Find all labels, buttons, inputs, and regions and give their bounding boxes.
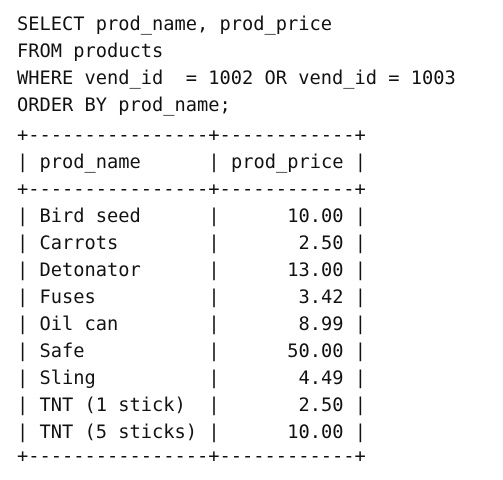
header-price: prod_price: [230, 152, 344, 173]
column-separator: |: [208, 260, 220, 281]
column-separator: |: [354, 260, 367, 281]
table-border: +----------------+------------+: [17, 179, 366, 200]
row-price: 50.00: [287, 341, 344, 362]
row-price: 4.49: [298, 368, 344, 389]
column-separator: |: [208, 368, 220, 389]
query-line: FROM products: [17, 41, 164, 62]
row-name: Safe: [39, 341, 85, 362]
row-price: 3.42: [298, 287, 344, 308]
column-separator: |: [208, 395, 220, 416]
column-separator: |: [208, 233, 220, 254]
column-separator: |: [354, 287, 367, 308]
row-name: Carrots: [39, 233, 119, 254]
column-separator: |: [17, 314, 29, 335]
column-separator: |: [208, 152, 220, 173]
column-separator: |: [17, 206, 29, 227]
row-name: Sling: [39, 368, 96, 389]
row-price: 13.00: [287, 260, 344, 281]
row-name: TNT (5 sticks): [39, 422, 198, 443]
row-price: 2.50: [298, 395, 344, 416]
column-separator: |: [354, 422, 367, 443]
column-separator: |: [208, 341, 220, 362]
column-separator: |: [354, 206, 367, 227]
row-name: Bird seed: [39, 206, 141, 227]
row-price: 8.99: [298, 314, 344, 335]
column-separator: |: [354, 314, 367, 335]
query-line: ORDER BY prod_name;: [17, 95, 231, 116]
row-name: Fuses: [39, 287, 96, 308]
column-separator: |: [17, 395, 29, 416]
row-price: 10.00: [287, 206, 344, 227]
row-name: Oil can: [39, 314, 119, 335]
table-border: +----------------+------------+: [17, 125, 366, 146]
query-line: WHERE vend_id = 1002 OR vend_id = 1003: [17, 68, 456, 89]
column-separator: |: [354, 368, 367, 389]
column-separator: |: [208, 314, 220, 335]
column-separator: |: [17, 233, 29, 254]
column-separator: |: [17, 260, 29, 281]
header-name: prod_name: [39, 152, 141, 173]
column-separator: |: [208, 422, 220, 443]
table-border: +----------------+------------+: [17, 446, 366, 467]
column-separator: |: [17, 152, 29, 173]
query-line: SELECT prod_name, prod_price: [17, 14, 333, 35]
column-separator: |: [354, 233, 367, 254]
column-separator: |: [354, 341, 367, 362]
row-price: 10.00: [287, 422, 344, 443]
column-separator: |: [17, 368, 29, 389]
column-separator: |: [17, 341, 29, 362]
column-separator: |: [17, 287, 29, 308]
row-name: TNT (1 stick): [39, 395, 186, 416]
column-separator: |: [354, 395, 367, 416]
column-separator: |: [354, 152, 367, 173]
column-separator: |: [208, 206, 220, 227]
row-price: 2.50: [298, 233, 344, 254]
column-separator: |: [208, 287, 220, 308]
row-name: Detonator: [39, 260, 141, 281]
column-separator: |: [17, 422, 29, 443]
